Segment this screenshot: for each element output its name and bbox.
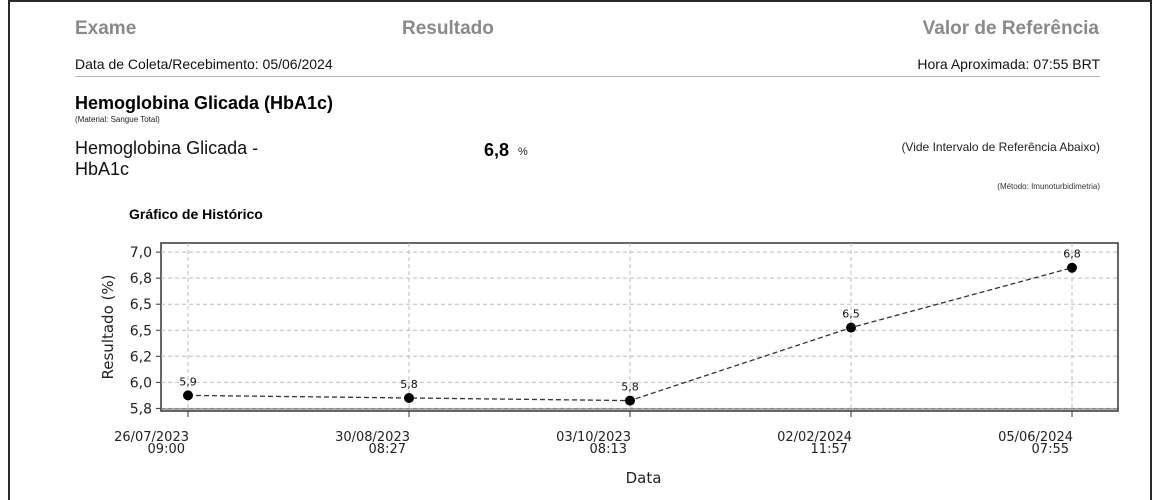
header-divider (75, 76, 1100, 77)
plot-frame (160, 242, 1119, 412)
data-label: 5,9 (179, 375, 197, 388)
x-axis-label: Data (626, 469, 662, 487)
exam-title: Hemoglobina Glicada (HbA1c) (75, 93, 334, 113)
result-value: 6,8 (484, 140, 510, 160)
y-tick-label: 6,8 (130, 271, 152, 287)
result-unit: % (518, 146, 528, 158)
x-tick-label: 08:27 (369, 442, 406, 457)
data-point (404, 392, 414, 403)
x-tick-label: 09:00 (148, 442, 185, 457)
method-note: (Método: Imunoturbidimetria) (997, 182, 1100, 191)
data-label: 6,5 (842, 308, 860, 321)
column-header-reference: Valor de Referência (922, 18, 1099, 39)
y-tick-label: 7,0 (130, 245, 152, 261)
x-tick-label: 30/08/2023 (335, 430, 410, 445)
x-tick-label: 03/10/2023 (556, 430, 631, 445)
report-frame (8, 0, 1152, 500)
x-tick-label: 26/07/2023 (114, 430, 189, 445)
exam-material: (Material: Sangue Total) (75, 115, 160, 124)
x-tick-label: 08:13 (590, 442, 627, 457)
x-tick-label: 02/02/2024 (777, 430, 852, 445)
data-label: 5,8 (400, 378, 418, 391)
y-tick-label: 6,0 (130, 375, 152, 391)
y-axis-label: Resultado (%) (99, 275, 117, 380)
column-header-exam: Exame (75, 18, 137, 39)
x-tick-label: 11:57 (811, 442, 848, 457)
y-tick-label: 6,2 (130, 349, 152, 365)
y-tick-label: 6,5 (130, 323, 152, 339)
exam-name: Hemoglobina Glicada - HbA1c (75, 138, 259, 179)
data-point (183, 390, 193, 401)
history-chart-title: Gráfico de Histórico (129, 206, 263, 222)
data-point (846, 322, 856, 333)
approx-time: Hora Aproximada: 07:55 BRT (917, 56, 1100, 72)
collection-date: Data de Coleta/Recebimento: 05/06/2024 (75, 56, 333, 72)
data-point (625, 395, 635, 406)
reference-note: (Vide Intervalo de Referência Abaixo) (901, 140, 1100, 154)
x-tick-label: 05/06/2024 (998, 430, 1073, 445)
data-point (1067, 262, 1077, 273)
column-header-result: Resultado (402, 18, 494, 39)
y-tick-label: 6,5 (130, 297, 152, 313)
x-tick-label: 07:55 (1032, 442, 1069, 457)
y-tick-label: 5,8 (130, 401, 152, 417)
data-label: 5,8 (621, 381, 639, 394)
data-label: 6,8 (1063, 248, 1081, 261)
